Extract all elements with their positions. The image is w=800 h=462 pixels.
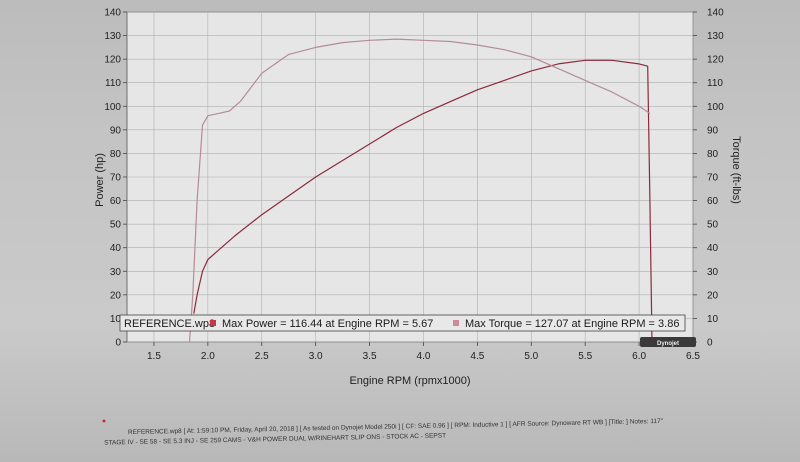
y-left-tick-label: 110 [105, 78, 121, 89]
y-right-tick-label: 90 [707, 125, 719, 136]
y-left-tick-label: 50 [110, 220, 122, 231]
y-left-tick-label: 80 [110, 149, 122, 160]
x-tick-label: 6.0 [632, 351, 646, 362]
legend-entry-power: Max Power = 116.44 at Engine RPM = 5.67 [222, 318, 433, 330]
y-axis-left: 0 10 20 30 40 50 60 70 80 90 100 110 120 130 140 [104, 8, 127, 349]
y-axis-right-title: Torque (ft-lbs) [730, 136, 742, 204]
legend-swatch-power [210, 320, 216, 326]
legend-swatch-torque [453, 320, 459, 326]
y-left-tick-label: 70 [110, 173, 122, 184]
y-left-tick-label: 60 [110, 196, 122, 207]
power-curve [193, 59, 653, 343]
y-right-tick-label: 10 [707, 314, 719, 325]
x-tick-label: 3.5 [363, 351, 377, 362]
y-left-tick-label: 10 [110, 314, 122, 325]
y-right-tick-label: 20 [707, 290, 719, 301]
y-right-tick-label: 0 [707, 338, 713, 349]
y-right-tick-label: 120 [707, 55, 724, 66]
x-tick-label: 2.0 [201, 351, 215, 362]
y-left-tick-label: 20 [110, 290, 122, 301]
svg-text:Dynojet: Dynojet [657, 341, 679, 347]
y-left-tick-label: 0 [115, 338, 121, 349]
y-right-tick-label: 30 [707, 267, 719, 278]
y-left-tick-label: 30 [110, 267, 122, 278]
y-right-tick-label: 100 [707, 102, 724, 113]
series [188, 38, 653, 343]
x-tick-label: 3.0 [309, 351, 323, 362]
y-right-tick-label: 40 [707, 243, 719, 254]
y-left-tick-label: 120 [104, 55, 121, 66]
legend-entry-torque: Max Torque = 127.07 at Engine RPM = 3.86 [465, 318, 679, 330]
y-right-tick-label: 70 [707, 173, 719, 184]
y-left-tick-label: 130 [104, 31, 121, 42]
x-tick-label: 2.5 [255, 351, 269, 362]
x-axis-title: Engine RPM (rpmx1000) [349, 375, 470, 387]
x-tick-label: 4.0 [417, 351, 431, 362]
footer-bullet [102, 419, 106, 423]
y-right-tick-label: 130 [707, 31, 724, 42]
footer: REFERENCE.wp8 [ At: 1:59:10 PM, Friday, … [104, 418, 664, 447]
y-left-tick-label: 140 [104, 8, 121, 19]
y-left-tick-label: 90 [110, 125, 122, 136]
dynojet-logo: Dynojet [640, 337, 696, 347]
x-tick-label: 1.5 [147, 351, 161, 362]
x-axis: 1.5 2.0 2.5 3.0 3.5 4.0 4.5 5.0 5.5 6.0 6.5 [147, 342, 700, 362]
y-axis-left-title: Power (hp) [94, 153, 106, 207]
y-right-tick-label: 80 [707, 149, 719, 160]
x-tick-label: 5.0 [524, 351, 538, 362]
y-right-tick-label: 50 [707, 220, 719, 231]
torque-curve [188, 38, 651, 343]
y-right-tick-label: 140 [707, 8, 724, 19]
legend: REFERENCE.wp8 Max Power = 116.44 at Engi… [119, 314, 686, 332]
x-tick-label: 5.5 [578, 351, 592, 362]
y-left-tick-label: 40 [110, 243, 122, 254]
x-tick-label: 6.5 [686, 351, 700, 362]
legend-file-label: REFERENCE.wp8 [124, 318, 215, 330]
y-right-tick-label: 60 [707, 196, 719, 207]
legend-box [119, 314, 686, 332]
y-right-tick-label: 110 [707, 78, 723, 89]
x-tick-label: 4.5 [470, 351, 484, 362]
y-left-tick-label: 100 [104, 102, 121, 113]
y-axis-right: 0 10 20 30 40 50 60 70 80 90 100 110 120 130 140 [693, 8, 724, 349]
